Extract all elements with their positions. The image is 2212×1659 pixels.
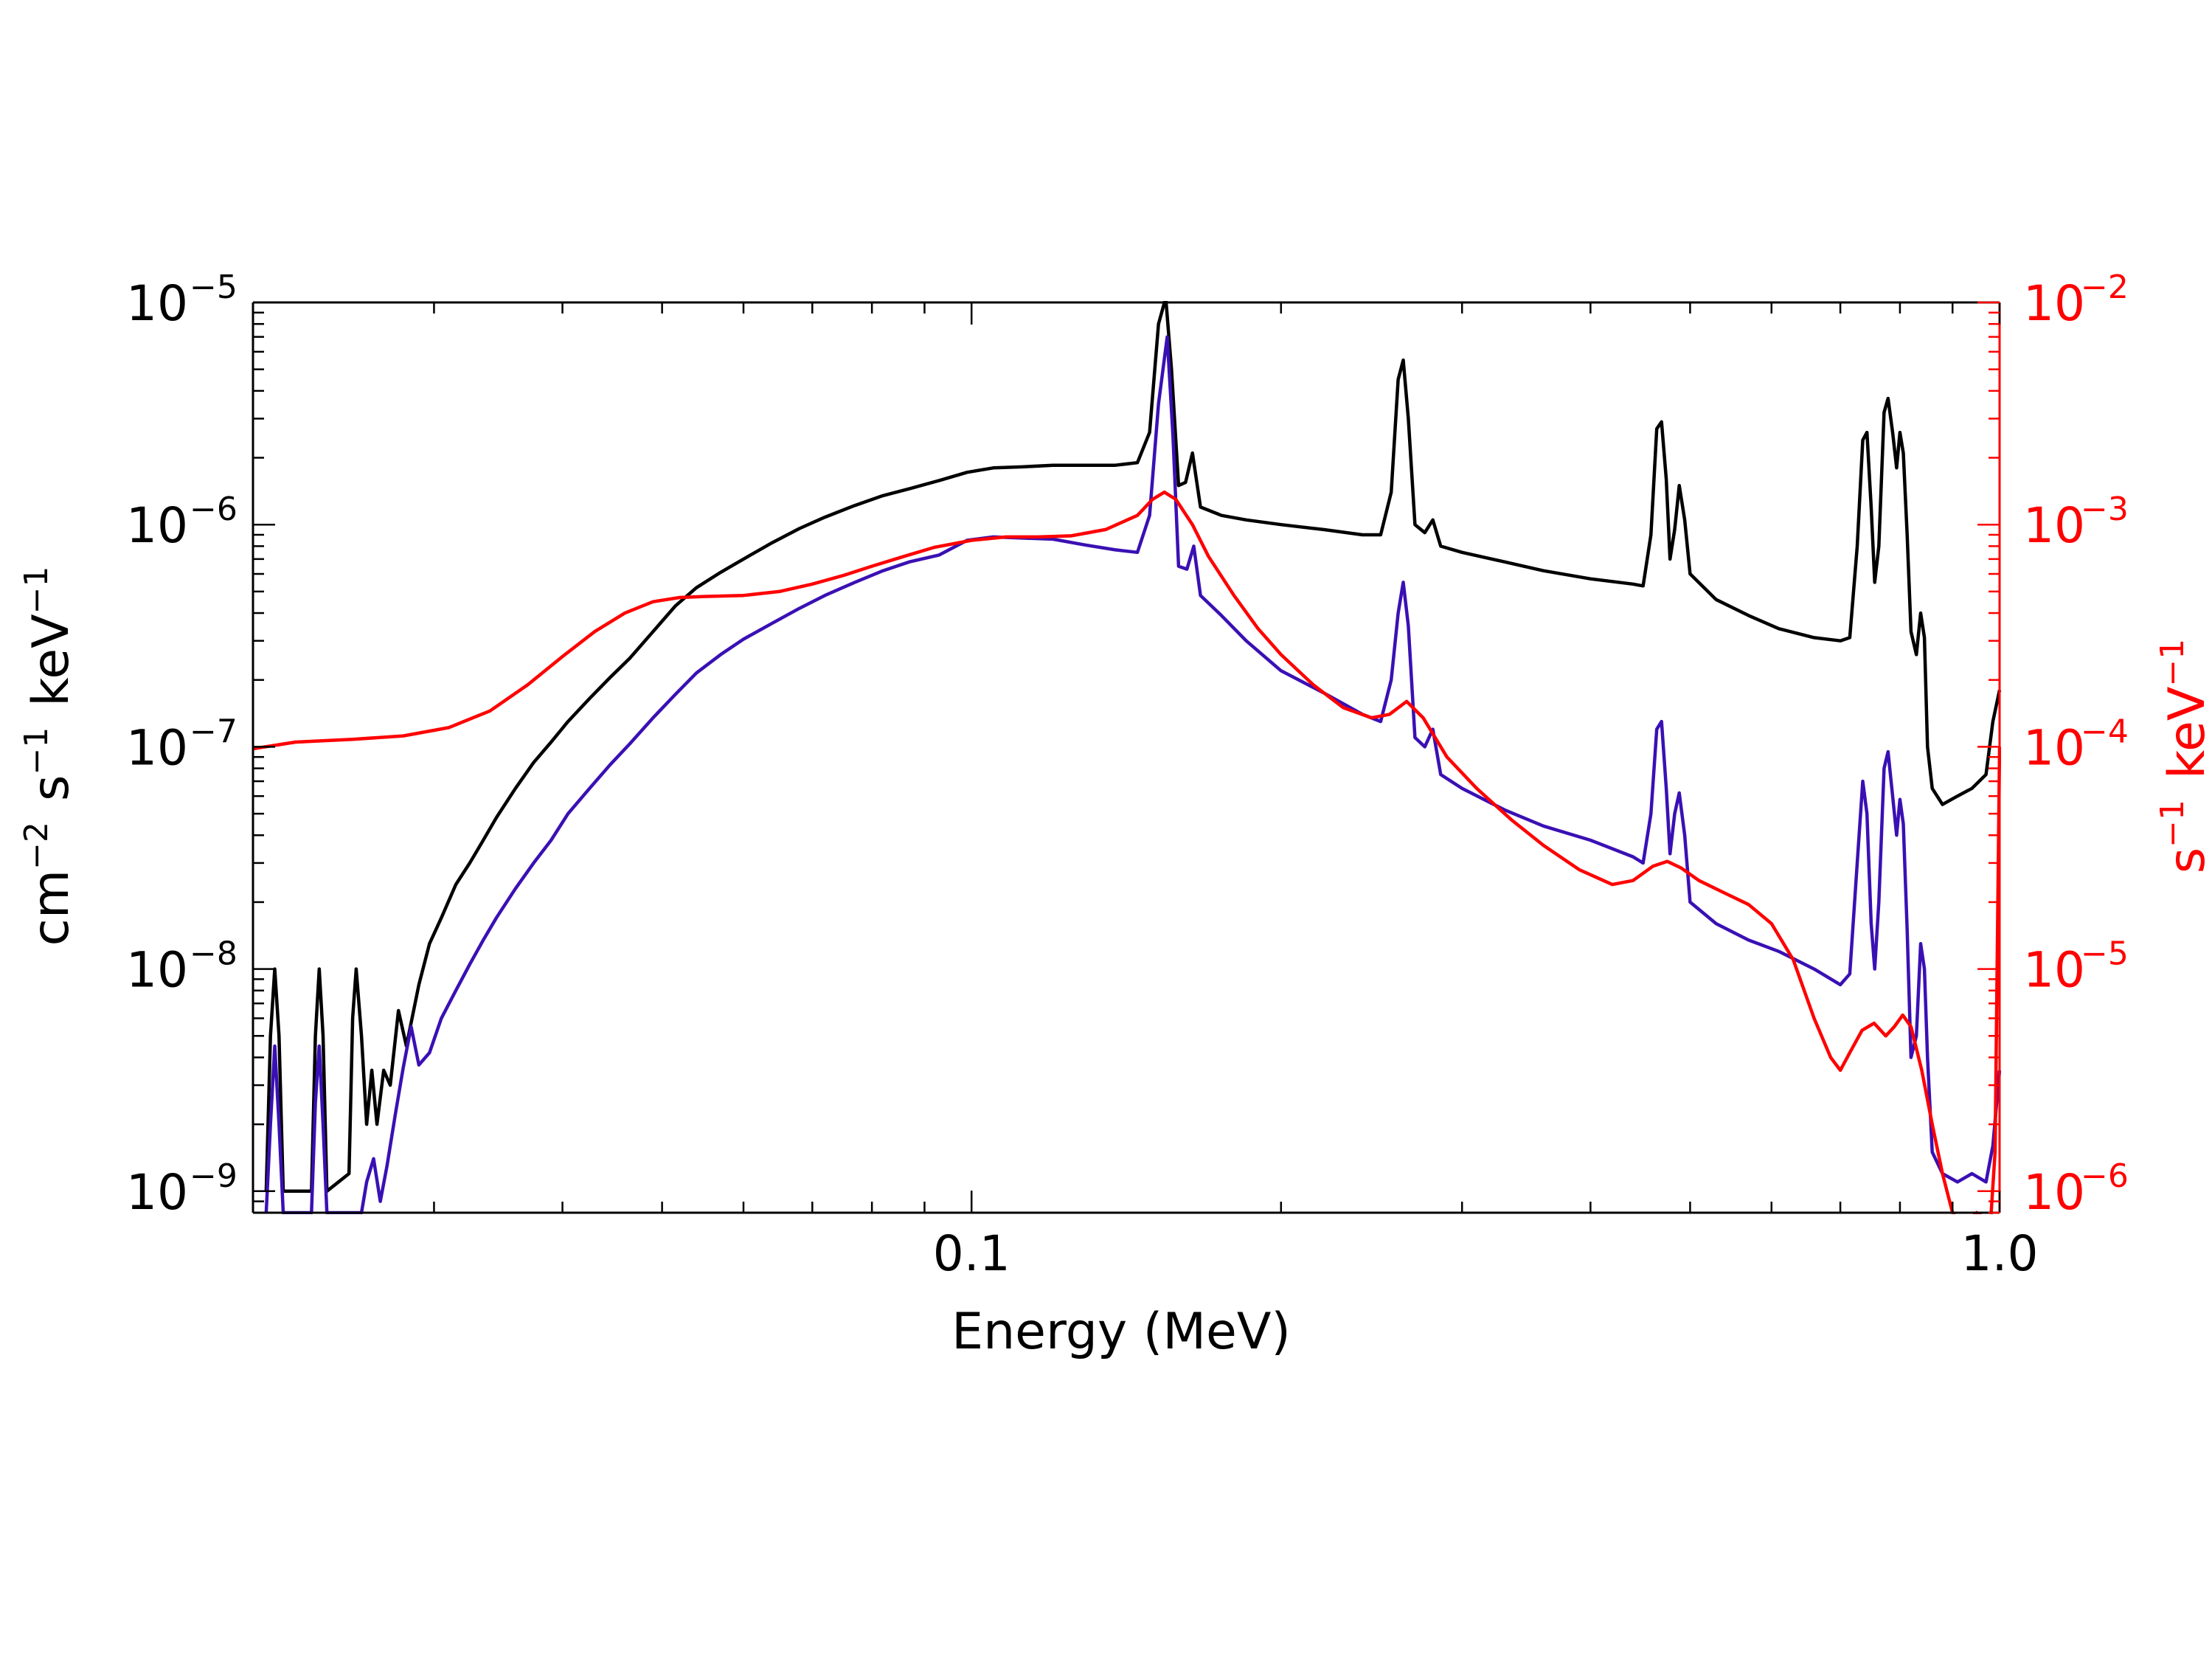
y-right-tick-exp: −5 bbox=[2081, 935, 2129, 973]
y-right-tick-exp: −2 bbox=[2081, 269, 2129, 306]
y-left-tick-label: 10 −9 bbox=[126, 1157, 238, 1221]
y-right-tick-label: 10−4 bbox=[2023, 713, 2129, 776]
axis-title-exponent: −1 bbox=[2154, 800, 2191, 848]
series-1-line bbox=[264, 301, 2001, 1194]
y-right-tick-base: 10 bbox=[2023, 275, 2085, 332]
y-right-tick-base: 10 bbox=[2023, 719, 2085, 776]
y-right-tick-exp: −4 bbox=[2081, 713, 2129, 750]
y-left-tick-exp: −9 bbox=[190, 1157, 238, 1195]
axis-title-unit: cm bbox=[22, 870, 80, 946]
y-left-tick-label: 10 −8 bbox=[126, 935, 238, 999]
y-left-tick-exp: −7 bbox=[190, 713, 238, 750]
series-2-line bbox=[264, 335, 2001, 1214]
y-right-tick-exp: −6 bbox=[2081, 1157, 2129, 1195]
axis-title-exponent: −2 bbox=[18, 822, 55, 870]
axes-layer: 0.1 1.010−910−810−710−610 −510−610−510−410… bbox=[126, 269, 2129, 1282]
y-right-tick-label: 10−5 bbox=[2023, 935, 2129, 999]
x-axis-title: Energy (MeV) bbox=[951, 1303, 1291, 1361]
y-left-tick-label: 10 −7 bbox=[126, 713, 238, 776]
x-tick-label: 0.1 bbox=[933, 1225, 1010, 1282]
x-tick-label: 1.0 bbox=[1961, 1225, 2039, 1282]
series-3-line bbox=[253, 490, 2001, 1214]
axis-title-unit: s bbox=[2158, 848, 2212, 873]
series-layer bbox=[253, 301, 2001, 1214]
y-left-tick-exp: −6 bbox=[190, 491, 238, 528]
y-left-tick-exp: −5 bbox=[190, 269, 238, 306]
y-right-tick-label: 10−2 bbox=[2023, 269, 2129, 332]
y-right-tick-label: 10−3 bbox=[2023, 491, 2129, 554]
axis-title-unit: keV bbox=[2158, 687, 2212, 779]
axis-title-exponent: −1 bbox=[18, 727, 55, 775]
y-right-tick-base: 10 bbox=[2023, 497, 2085, 554]
y-left-tick-label: 10 −6 bbox=[126, 491, 238, 554]
axis-title-unit: keV bbox=[22, 614, 80, 706]
y-left-tick-label: 10 −5 bbox=[126, 269, 238, 332]
y-left-tick-base: 10 bbox=[126, 1164, 188, 1221]
y-left-tick-base: 10 bbox=[126, 942, 188, 999]
y-right-tick-base: 10 bbox=[2023, 1164, 2085, 1221]
y-left-tick-base: 10 bbox=[126, 719, 188, 776]
y-axis-right-title: s−1​keV−1​ bbox=[2154, 639, 2212, 874]
y-right-tick-exp: −3 bbox=[2081, 491, 2129, 528]
axis-title-exponent: −1 bbox=[2154, 639, 2191, 687]
y-axis-left-title: cm−2​s−1​keV−1​ bbox=[18, 566, 80, 946]
axis-title-exponent: −1 bbox=[18, 566, 55, 614]
axis-title-unit: s bbox=[22, 775, 80, 801]
y-right-tick-label: 10−6 bbox=[2023, 1157, 2129, 1221]
y-right-tick-base: 10 bbox=[2023, 942, 2085, 999]
y-left-tick-exp: −8 bbox=[190, 935, 238, 973]
y-left-tick-base: 10 bbox=[126, 275, 188, 332]
y-left-tick-base: 10 bbox=[126, 497, 188, 554]
